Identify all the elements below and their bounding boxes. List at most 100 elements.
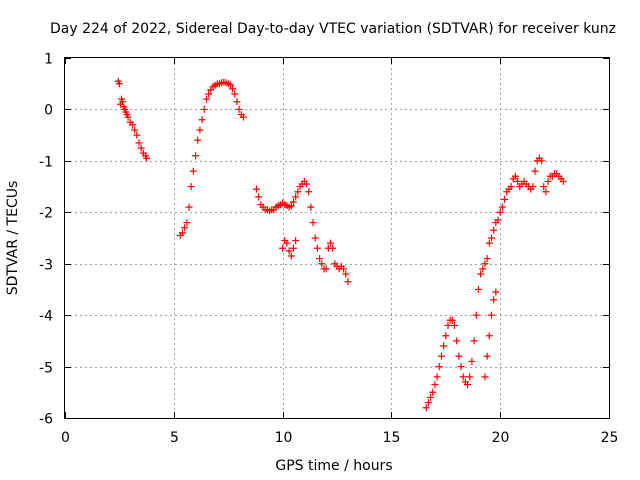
data-point xyxy=(131,126,139,134)
x-tick-label: 15 xyxy=(383,430,401,446)
data-point xyxy=(559,177,567,185)
data-point xyxy=(198,116,206,124)
y-tick-label: -2 xyxy=(39,206,53,222)
data-point xyxy=(490,296,498,304)
y-tick-label: -4 xyxy=(39,309,53,325)
data-point xyxy=(192,152,200,160)
data-point xyxy=(485,239,493,247)
data-point xyxy=(440,342,448,350)
data-point xyxy=(433,373,441,381)
data-point xyxy=(344,278,352,286)
series-5 xyxy=(481,288,500,381)
data-point xyxy=(292,193,300,201)
data-point xyxy=(540,183,548,191)
data-point xyxy=(448,316,456,324)
data-point xyxy=(431,381,439,389)
data-point xyxy=(143,154,151,162)
data-point xyxy=(200,105,208,113)
data-point xyxy=(194,136,202,144)
x-tick-label: 5 xyxy=(170,430,179,446)
data-point xyxy=(468,357,476,365)
x-tick-label: 0 xyxy=(61,430,70,446)
series-3 xyxy=(279,237,300,260)
series-2 xyxy=(252,177,352,286)
data-point xyxy=(303,180,311,188)
data-point xyxy=(501,195,509,203)
data-point xyxy=(181,224,189,232)
data-point xyxy=(179,229,187,237)
data-point xyxy=(226,81,234,89)
data-point xyxy=(183,219,191,227)
data-point xyxy=(187,183,195,191)
data-points xyxy=(114,77,567,412)
data-point xyxy=(283,239,291,247)
x-tick-label: 25 xyxy=(601,430,619,446)
data-point xyxy=(313,244,321,252)
data-point xyxy=(487,234,495,242)
data-point xyxy=(137,144,145,152)
series-1 xyxy=(176,78,247,239)
data-point xyxy=(538,157,546,165)
data-point xyxy=(472,311,480,319)
chart-title: Day 224 of 2022, Sidereal Day-to-day VTE… xyxy=(50,21,616,37)
data-point xyxy=(307,203,315,211)
x-tick-label: 20 xyxy=(492,430,510,446)
data-point xyxy=(185,203,193,211)
data-point xyxy=(322,265,330,273)
data-point xyxy=(481,373,489,381)
data-point xyxy=(196,126,204,134)
data-point xyxy=(422,404,430,412)
data-point xyxy=(483,352,491,360)
data-point xyxy=(542,188,550,196)
data-point xyxy=(318,260,326,268)
plot-frame xyxy=(64,57,610,419)
data-point xyxy=(279,244,287,252)
data-point xyxy=(316,255,324,263)
data-point xyxy=(202,95,210,103)
data-point xyxy=(496,208,504,216)
data-point xyxy=(311,234,319,242)
data-point xyxy=(485,332,493,340)
data-point xyxy=(326,239,334,247)
data-point xyxy=(289,244,297,252)
data-point xyxy=(453,337,461,345)
data-point xyxy=(329,244,337,252)
data-point xyxy=(511,172,519,180)
data-point xyxy=(255,193,263,201)
y-tick-label: -6 xyxy=(39,412,53,428)
data-point xyxy=(544,177,552,185)
data-point xyxy=(529,183,537,191)
data-point xyxy=(487,311,495,319)
data-point xyxy=(455,352,463,360)
data-point xyxy=(205,90,213,98)
data-point xyxy=(442,332,450,340)
data-point xyxy=(451,321,459,329)
y-axis-label: SDTVAR / TECUs xyxy=(5,181,21,296)
data-point xyxy=(444,321,452,329)
data-point xyxy=(477,270,485,278)
data-point xyxy=(470,337,478,345)
series-4 xyxy=(422,154,567,412)
data-point xyxy=(252,185,260,193)
data-point xyxy=(459,373,467,381)
data-point xyxy=(135,139,143,147)
data-point xyxy=(457,363,465,371)
data-point xyxy=(287,252,295,260)
data-point xyxy=(342,270,350,278)
data-point xyxy=(292,237,300,245)
data-point xyxy=(479,265,487,273)
data-point xyxy=(481,260,489,268)
y-tick-label: 0 xyxy=(44,103,53,119)
data-point xyxy=(435,363,443,371)
x-tick-label: 10 xyxy=(275,430,293,446)
data-point xyxy=(309,219,317,227)
data-point xyxy=(235,105,243,113)
grid xyxy=(65,58,609,418)
data-point xyxy=(233,98,241,106)
data-point xyxy=(115,80,123,88)
data-point xyxy=(189,167,197,175)
data-point xyxy=(229,85,237,93)
data-point xyxy=(340,265,348,273)
